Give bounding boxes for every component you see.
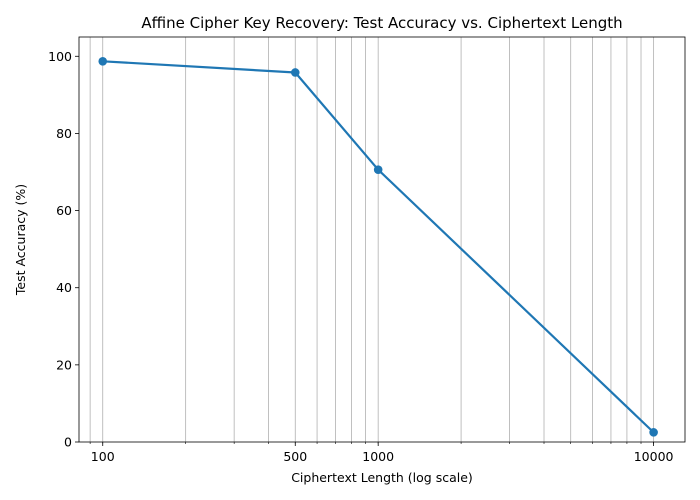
data-point-marker — [373, 165, 383, 174]
series-group — [98, 57, 658, 437]
x-tick-label: 100 — [91, 449, 115, 464]
data-point-marker — [98, 57, 108, 66]
plot-frame — [78, 36, 686, 443]
data-point-marker — [290, 68, 300, 77]
y-tick-label: 20 — [56, 357, 72, 372]
data-point-marker — [649, 428, 658, 437]
y-tick-label: 60 — [56, 203, 72, 218]
x-axis-ticks: 100 500 1000 10000 — [89, 442, 674, 464]
y-tick-label: 80 — [56, 126, 72, 141]
x-axis-label: Ciphertext Length (log scale) — [291, 470, 473, 485]
y-axis-ticks: 0 20 40 60 80 100 — [48, 49, 79, 450]
x-tick-label: 500 — [283, 449, 307, 464]
grid-lines — [89, 37, 655, 442]
x-tick-label: 1000 — [362, 449, 394, 464]
x-tick-label: 10000 — [634, 449, 674, 464]
y-tick-label: 0 — [64, 435, 72, 450]
axes — [78, 36, 686, 443]
y-axis-label: Test Accuracy (%) — [13, 184, 28, 296]
series-line — [101, 60, 655, 434]
y-tick-label: 40 — [56, 280, 72, 295]
y-tick-label: 100 — [48, 49, 72, 64]
chart-title: Affine Cipher Key Recovery: Test Accurac… — [141, 14, 622, 32]
